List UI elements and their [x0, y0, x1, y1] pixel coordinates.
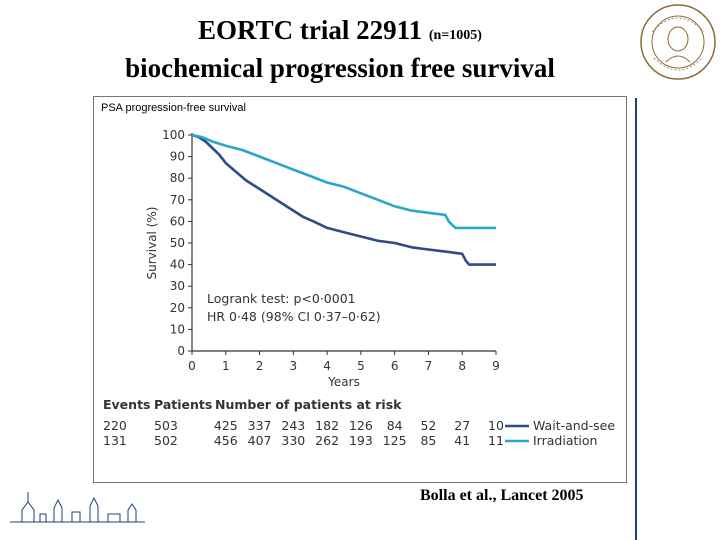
y-tick-label: 100: [162, 128, 185, 142]
risk-at-risk-value: 456: [214, 433, 238, 448]
city-skyline-logo: [10, 492, 145, 523]
x-tick-label: 9: [492, 359, 500, 373]
risk-at-risk-value: 125: [383, 433, 407, 448]
y-tick-label: 20: [170, 301, 185, 315]
chart-axes: 0 10 20 30 40 50 60 70 80 90 100 0 1 2 3 4 5 6 7 8 9 Years: [162, 128, 500, 389]
risk-header: Patients: [154, 397, 212, 412]
risk-at-risk-value: 425: [214, 418, 238, 433]
y-axis-label: Survival (%): [145, 207, 159, 280]
risk-at-risk-value: 330: [281, 433, 305, 448]
y-tick-label: 0: [177, 344, 185, 358]
risk-at-risk-value: 126: [349, 418, 373, 433]
series-line-wait-and-see: [191, 133, 496, 266]
risk-at-risk-value: 10: [488, 418, 504, 433]
x-tick-label: 3: [290, 359, 298, 373]
risk-at-risk-value: 41: [454, 433, 470, 448]
university-seal-icon: [640, 4, 716, 80]
annotation-line: HR 0·48 (98% CI 0·37–0·62): [207, 309, 381, 324]
risk-events: 131: [103, 433, 127, 448]
series-line-irradiation: [191, 133, 496, 230]
y-tick-label: 50: [170, 236, 185, 250]
x-tick-label: 4: [323, 359, 331, 373]
y-tick-label: 10: [170, 322, 185, 336]
risk-patients: 503: [154, 418, 178, 433]
title-line-2: biochemical progression free survival: [125, 53, 555, 83]
legend-label: Wait-and-see: [533, 418, 615, 433]
y-tick-label: 90: [170, 150, 185, 164]
x-axis-label: Years: [327, 375, 360, 389]
survival-chart: PSA progression-free survival 0102030405…: [101, 102, 615, 448]
y-tick-label: 40: [170, 258, 185, 272]
chart-annotation: Logrank test: p<0·0001 HR 0·48 (98% CI 0·…: [207, 291, 381, 324]
risk-at-risk-value: 193: [349, 433, 373, 448]
risk-header: Number of patients at risk: [215, 397, 402, 412]
x-tick-label: 8: [458, 359, 466, 373]
risk-at-risk-value: 182: [315, 418, 339, 433]
risk-at-risk-value: 262: [315, 433, 339, 448]
y-axis-label-group: Survival (%): [145, 207, 159, 280]
y-tick-label: 70: [170, 193, 185, 207]
risk-at-risk-value: 407: [248, 433, 272, 448]
risk-at-risk-value: 84: [387, 418, 403, 433]
y-tick-label: 60: [170, 214, 185, 228]
chart-title: PSA progression-free survival: [101, 102, 246, 114]
side-decoration-bar: [635, 98, 720, 540]
risk-events: 220: [103, 418, 127, 433]
risk-at-risk-value: 52: [420, 418, 436, 433]
title-line-1: EORTC trial 22911 (n=1005): [60, 14, 620, 52]
x-tick-label: 0: [188, 359, 196, 373]
x-tick-label: 1: [222, 359, 230, 373]
title-sample-size: (n=1005): [428, 28, 482, 43]
risk-at-risk-value: 85: [420, 433, 436, 448]
x-tick-label: 7: [425, 359, 433, 373]
risk-table: Events Patients Number of patients at risk…: [103, 397, 615, 448]
citation: Bolla et al., Lancet 2005: [420, 487, 584, 504]
risk-header: Events: [103, 397, 150, 412]
slide-title: EORTC trial 22911 (n=1005) biochemical p…: [60, 14, 620, 85]
x-tick-label: 5: [357, 359, 365, 373]
annotation-line: Logrank test: p<0·0001: [207, 291, 356, 306]
title-main: EORTC trial 22911: [198, 15, 423, 45]
x-tick-label: 6: [391, 359, 399, 373]
risk-at-risk-value: 27: [454, 418, 470, 433]
chart-series: [191, 133, 496, 266]
x-tick-label: 2: [256, 359, 264, 373]
y-tick-label: 30: [170, 279, 185, 293]
risk-at-risk-value: 11: [488, 433, 504, 448]
risk-patients: 502: [154, 433, 178, 448]
risk-at-risk-value: 243: [281, 418, 305, 433]
legend-label: Irradiation: [533, 433, 597, 448]
risk-at-risk-value: 337: [248, 418, 272, 433]
y-tick-label: 80: [170, 171, 185, 185]
chart-frame: [93, 96, 627, 483]
